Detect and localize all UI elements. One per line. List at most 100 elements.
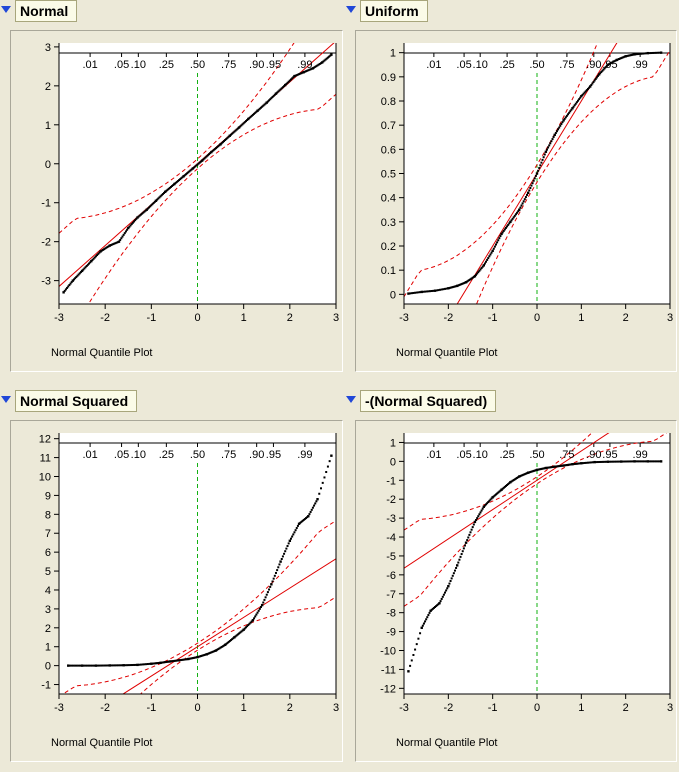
data-point (284, 550, 286, 552)
y-tick-label: 10 (39, 472, 51, 484)
data-point (471, 529, 473, 531)
neg-normal-squared-plot-frame: 1 0 -1 -2 -3 -4 -5 -6 -7 -8 -9 -10 -11 -12 -3 -2 -1 0 1 2 3.… (355, 420, 677, 762)
x-tick-label: -2 (100, 312, 110, 324)
data-point (473, 523, 475, 525)
data-point (313, 505, 315, 507)
data-point (85, 665, 87, 667)
data-point (496, 241, 498, 243)
x-tick-label: -1 (146, 312, 156, 324)
y-tick-label: 0.5 (381, 169, 396, 181)
data-point (497, 239, 499, 241)
y-tick-label: -10 (380, 646, 396, 658)
normal-squared-panel: Normal Squared -1 0 1 2 3 4 5 6 7 8 9 10 11 12 -3 -2 -1 0… (0, 390, 345, 772)
y-tick-label: -3 (41, 276, 51, 288)
prob-tick-label: .25 (159, 449, 174, 461)
prob-tick-label: .10 (131, 59, 146, 71)
prob-tick-label: .10 (131, 449, 146, 461)
y-tick-label: 2 (45, 623, 51, 635)
data-point (441, 598, 443, 600)
data-point (277, 566, 279, 568)
y-tick-label: 1 (390, 437, 396, 449)
y-tick-label: 5 (45, 566, 51, 578)
prob-tick-label: .75 (559, 449, 574, 461)
prob-tick-label: .90 (249, 59, 264, 71)
data-point (117, 664, 119, 666)
x-tick-label: 2 (623, 312, 629, 324)
data-point (476, 517, 478, 519)
data-point (296, 527, 298, 529)
data-point (329, 460, 331, 462)
data-point (253, 617, 255, 619)
prob-tick-label: .95 (602, 449, 617, 461)
data-point (266, 594, 268, 596)
normal-squared-plot-frame: -1 0 1 2 3 4 5 6 7 8 9 10 11 12 -3 -2 -1 0 1 2 3.01.05.10.25… (10, 420, 343, 762)
data-point (128, 664, 130, 666)
data-point (534, 177, 536, 179)
data-point (323, 476, 325, 478)
data-point (327, 466, 329, 468)
prob-tick-label: .25 (159, 59, 174, 71)
disclosure-triangle-icon[interactable] (1, 6, 11, 13)
normal-panel: Normal -3 -2 -1 0 1 2 3 -3 -2 -1 0 1 2 3 .01 .05.10 .25.… (0, 0, 345, 385)
prob-tick-label: .05 (114, 59, 129, 71)
uniform-plot: 00.10.20.30.40.50.60.70.80.91-3 -2 -1 0 1 2 3.… (356, 31, 676, 371)
data-point (100, 665, 102, 667)
data-point (254, 615, 256, 617)
data-point (267, 591, 269, 593)
data-point (475, 519, 477, 521)
prob-tick-label: .90 (249, 449, 264, 461)
data-point (423, 623, 425, 625)
data-point (545, 151, 547, 153)
data-point (281, 558, 283, 560)
x-tick-label: -3 (399, 312, 409, 324)
y-tick-label: 3 (45, 604, 51, 616)
data-point (407, 670, 409, 672)
data-point (88, 665, 90, 667)
y-tick-label: 0.3 (381, 217, 396, 229)
data-point (72, 665, 74, 667)
data-point (275, 572, 277, 574)
data-point (498, 237, 500, 239)
neg-normal-squared-title[interactable]: -(Normal Squared) (360, 390, 496, 412)
data-point (538, 167, 540, 169)
prob-tick-label: .10 (473, 59, 488, 71)
data-point (83, 665, 85, 667)
data-point (123, 234, 125, 236)
data-point (557, 128, 559, 130)
data-point (318, 493, 320, 495)
data-point (130, 664, 132, 666)
data-point (454, 570, 456, 572)
prob-tick-label: .95 (602, 59, 617, 71)
normal-plot-frame: -3 -2 -1 0 1 2 3 -3 -2 -1 0 1 2 3 .01 .05.10 .25 .50 .75 .9… (10, 30, 343, 372)
data-point (465, 541, 467, 543)
data-point (308, 513, 310, 515)
disclosure-triangle-icon[interactable] (1, 396, 11, 403)
disclosure-triangle-icon[interactable] (346, 396, 356, 403)
uniform-title[interactable]: Uniform (360, 0, 428, 22)
data-point (546, 149, 548, 151)
data-point (279, 560, 281, 562)
normal-title[interactable]: Normal (15, 0, 77, 22)
data-point (259, 608, 261, 610)
prob-tick-label: .99 (297, 449, 312, 461)
data-point (560, 123, 562, 125)
normal-squared-title[interactable]: Normal Squared (15, 390, 137, 412)
data-point (142, 663, 144, 665)
data-point (536, 172, 538, 174)
data-point (542, 159, 544, 161)
data-point (458, 559, 460, 561)
data-point (119, 664, 121, 666)
data-point (314, 502, 316, 504)
disclosure-triangle-icon[interactable] (346, 6, 356, 13)
data-point (417, 638, 419, 640)
normal-plot: -3-2-10123-3 -2 -1 0 1 2 3.01.05.10.25.50.75.9… (11, 31, 342, 371)
y-tick-label: 0.8 (381, 96, 396, 108)
data-point (468, 534, 470, 536)
x-tick-label: 2 (287, 702, 293, 714)
x-tick-label: -2 (100, 702, 110, 714)
data-point (119, 239, 121, 241)
data-point (287, 545, 289, 547)
data-point (527, 192, 529, 194)
data-point (252, 619, 254, 621)
y-tick-label: 6 (45, 547, 51, 559)
